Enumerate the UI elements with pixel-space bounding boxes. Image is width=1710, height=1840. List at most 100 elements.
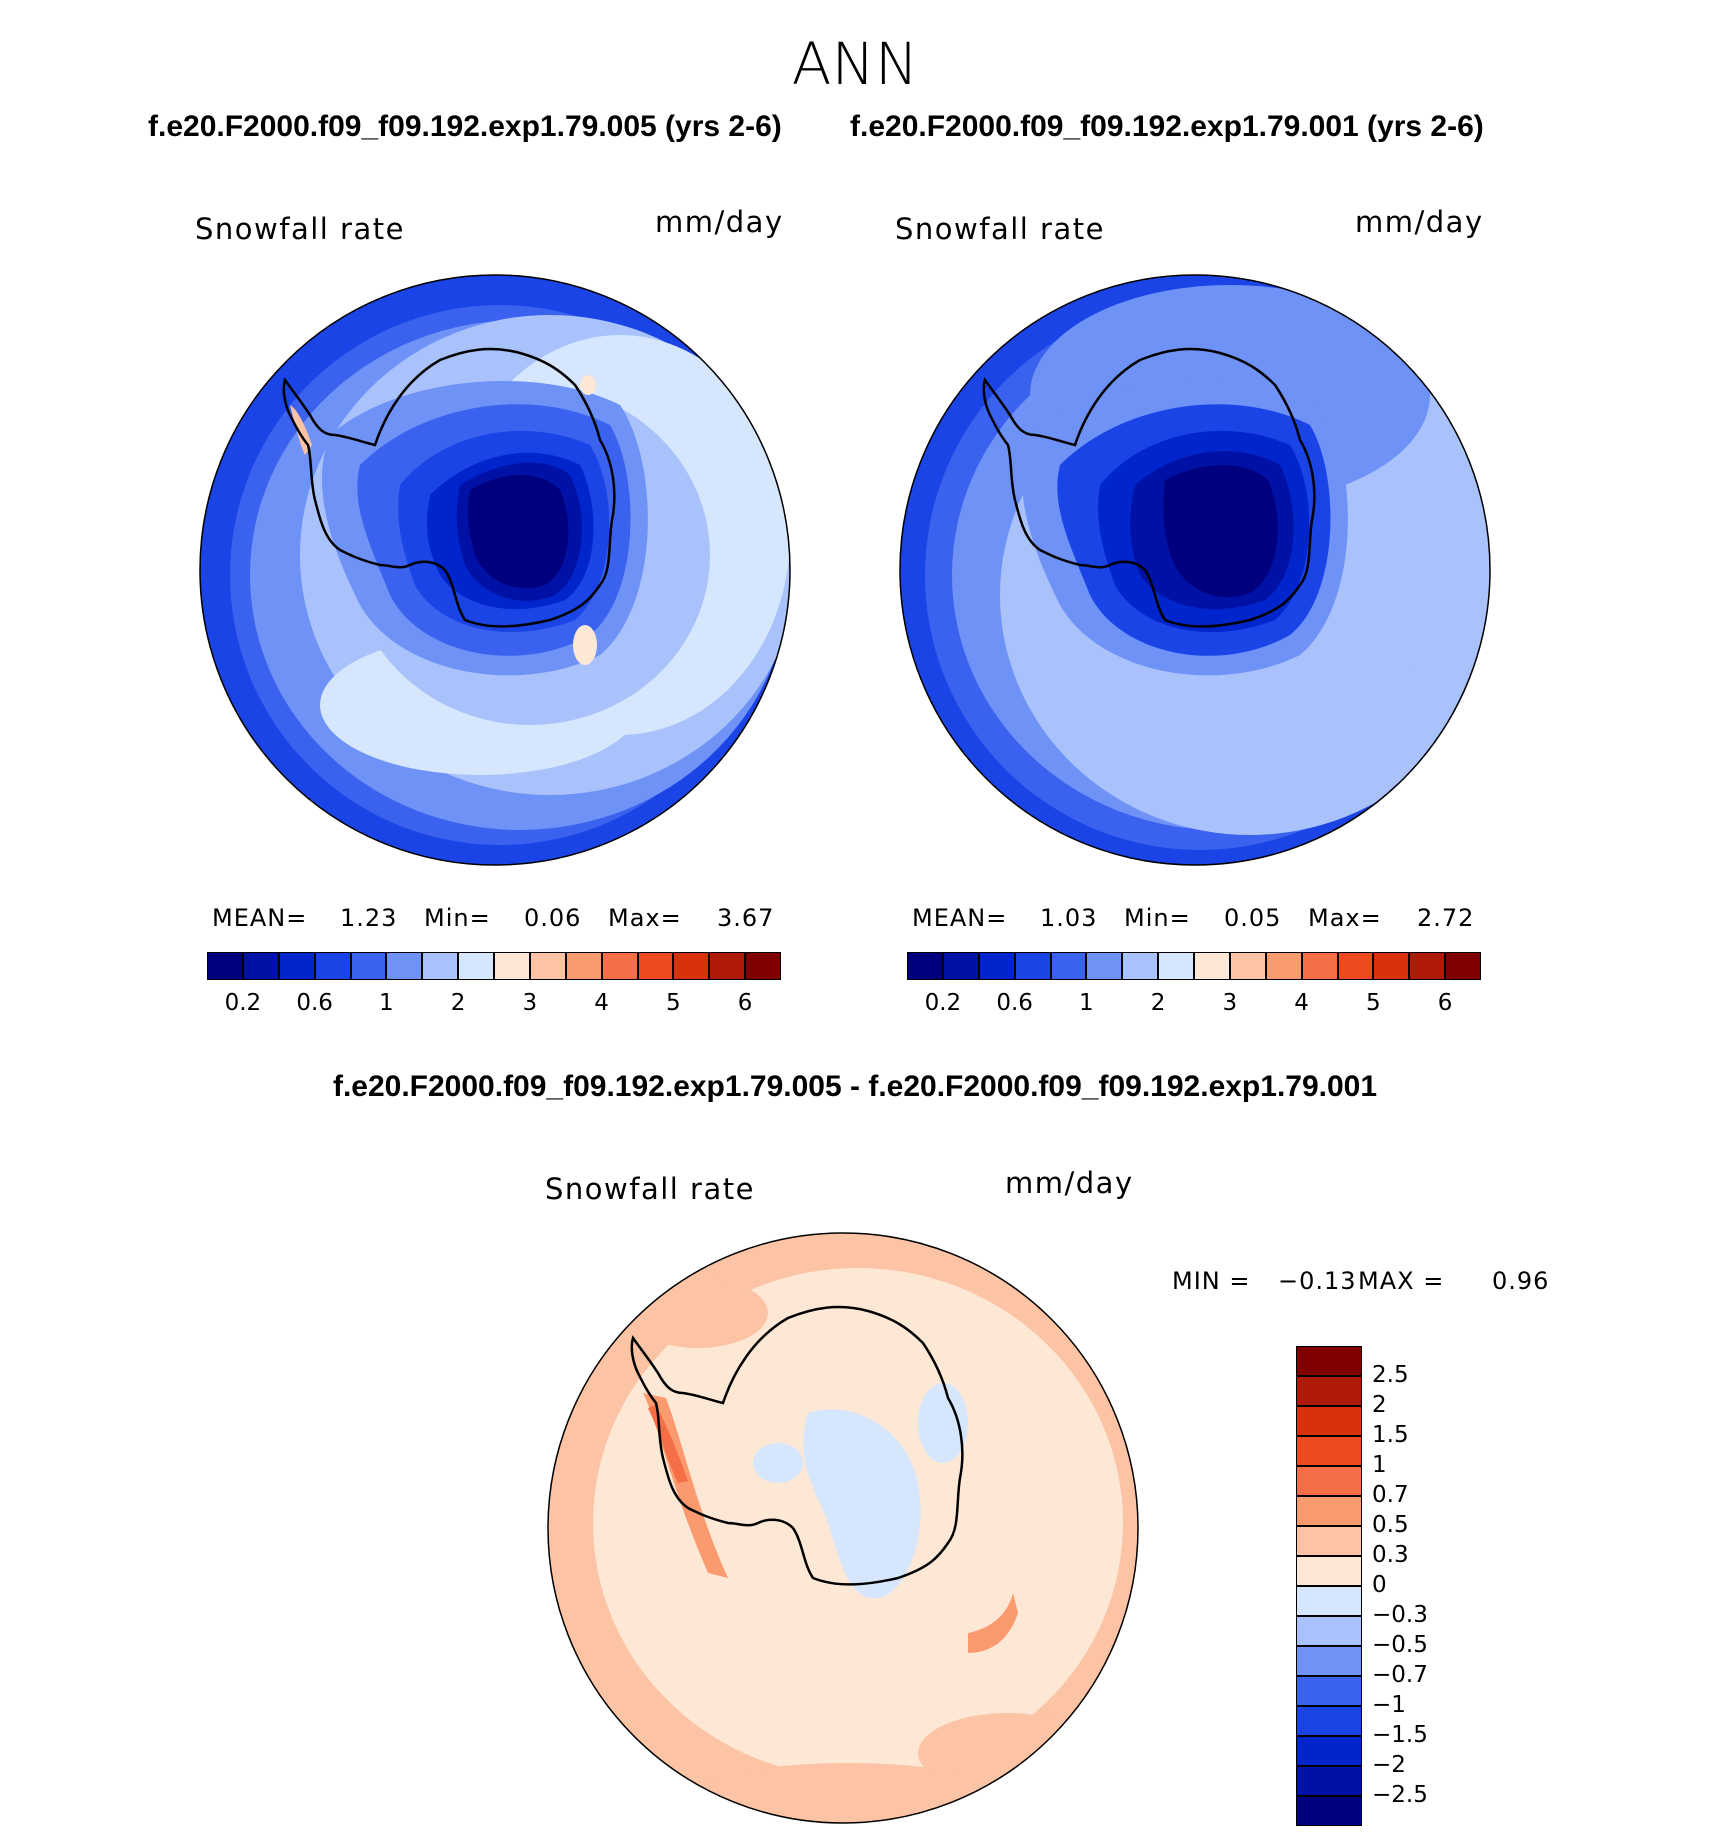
colorbar-tick-label: −0.7 bbox=[1372, 1662, 1428, 1688]
diff-coastline bbox=[630, 1305, 964, 1586]
colorbar-swatch bbox=[1301, 952, 1338, 980]
colorbar-swatch bbox=[1296, 1346, 1362, 1376]
colorbar-swatch bbox=[978, 952, 1015, 980]
difference-title: f.e20.F2000.f09_f09.192.exp1.79.005 - f.… bbox=[332, 1070, 1378, 1103]
right-mean-value: 1.03 bbox=[1040, 904, 1098, 932]
colorbar-tick-label: 3 bbox=[522, 990, 538, 1016]
colorbar-swatch bbox=[1296, 1526, 1362, 1556]
colorbar-swatch bbox=[242, 952, 279, 980]
left-min-label: Min= bbox=[424, 904, 491, 932]
right-min-label: Min= bbox=[1124, 904, 1191, 932]
colorbar-swatch bbox=[565, 952, 602, 980]
colorbar-swatch bbox=[386, 952, 423, 980]
colorbar-tick-label: 6 bbox=[737, 990, 753, 1016]
left-min-value: 0.06 bbox=[524, 904, 582, 932]
colorbar-swatch bbox=[1296, 1676, 1362, 1706]
colorbar-tick-label: 1 bbox=[1372, 1452, 1387, 1478]
colorbar-swatch bbox=[1296, 1586, 1362, 1616]
colorbar-swatch bbox=[1296, 1466, 1362, 1496]
colorbar-swatch bbox=[745, 952, 781, 980]
colorbar-tick-label: 0.2 bbox=[924, 990, 962, 1016]
left-snowfall-field bbox=[200, 275, 790, 865]
diff-units-label: mm/day bbox=[1005, 1166, 1134, 1200]
colorbar-tick-label: 4 bbox=[1294, 990, 1309, 1016]
colorbar-swatch bbox=[1296, 1406, 1362, 1436]
colorbar-swatch bbox=[1296, 1496, 1362, 1526]
left-map bbox=[199, 274, 791, 866]
colorbar-swatch bbox=[1337, 952, 1374, 980]
right-variable-label: Snowfall rate bbox=[895, 212, 1105, 246]
colorbar-swatch bbox=[1296, 1766, 1362, 1796]
left-colorbar bbox=[207, 952, 781, 980]
colorbar-swatch bbox=[278, 952, 315, 980]
colorbar-swatch bbox=[314, 952, 351, 980]
colorbar-tick-label: 0.3 bbox=[1372, 1542, 1409, 1568]
colorbar-tick-label: 0.7 bbox=[1372, 1482, 1409, 1508]
season-title: ANN bbox=[791, 30, 919, 98]
colorbar-tick-label: 1.5 bbox=[1372, 1422, 1409, 1448]
right-max-value: 2.72 bbox=[1417, 904, 1475, 932]
colorbar-tick-label: 2 bbox=[450, 990, 466, 1016]
left-max-label: Max= bbox=[608, 904, 682, 932]
colorbar-swatch bbox=[1296, 1646, 1362, 1676]
right-max-label: Max= bbox=[1308, 904, 1382, 932]
colorbar-tick-label: 0.6 bbox=[996, 990, 1033, 1016]
colorbar-tick-label: −1.5 bbox=[1372, 1722, 1428, 1748]
colorbar-swatch bbox=[709, 952, 746, 980]
colorbar-swatch bbox=[1265, 952, 1302, 980]
right-mean-label: MEAN= bbox=[912, 904, 1008, 932]
left-colorbar-ticks: 0.2 0.6 1 2 3 4 5 6 bbox=[207, 990, 781, 1020]
colorbar-swatch bbox=[1014, 952, 1051, 980]
diff-variable-label: Snowfall rate bbox=[545, 1172, 755, 1206]
colorbar-swatch bbox=[601, 952, 638, 980]
colorbar-tick-label: −1 bbox=[1372, 1692, 1406, 1718]
right-map bbox=[899, 274, 1491, 866]
diff-map bbox=[547, 1232, 1139, 1824]
colorbar-swatch bbox=[1296, 1796, 1362, 1826]
left-max-value: 3.67 bbox=[717, 904, 775, 932]
colorbar-tick-label: 5 bbox=[666, 990, 681, 1016]
colorbar-tick-label: 1 bbox=[379, 990, 394, 1016]
colorbar-swatch bbox=[207, 952, 243, 980]
right-colorbar bbox=[907, 952, 1481, 980]
colorbar-tick-label: 5 bbox=[1366, 990, 1381, 1016]
colorbar-swatch bbox=[1229, 952, 1266, 980]
colorbar-swatch bbox=[1373, 952, 1410, 980]
colorbar-swatch bbox=[1122, 952, 1159, 980]
colorbar-swatch bbox=[1409, 952, 1446, 980]
left-mean-value: 1.23 bbox=[340, 904, 398, 932]
colorbar-tick-label: 0.2 bbox=[224, 990, 262, 1016]
colorbar-tick-label: 6 bbox=[1437, 990, 1453, 1016]
colorbar-tick-label: −0.3 bbox=[1372, 1602, 1428, 1628]
left-units-label: mm/day bbox=[655, 205, 784, 239]
colorbar-swatch bbox=[1086, 952, 1123, 980]
colorbar-swatch bbox=[1296, 1436, 1362, 1466]
colorbar-tick-label: −0.5 bbox=[1372, 1632, 1428, 1658]
colorbar-tick-label: 0 bbox=[1372, 1572, 1387, 1598]
colorbar-swatch bbox=[458, 952, 494, 980]
right-units-label: mm/day bbox=[1355, 205, 1484, 239]
colorbar-tick-label: 2.5 bbox=[1372, 1362, 1409, 1388]
right-map-border bbox=[899, 274, 1491, 866]
diff-colorbar bbox=[1296, 1346, 1362, 1826]
colorbar-swatch bbox=[907, 952, 943, 980]
diff-min-value: −0.13 bbox=[1278, 1267, 1357, 1295]
colorbar-swatch bbox=[942, 952, 979, 980]
diff-min-label: MIN = bbox=[1172, 1267, 1251, 1295]
diff-max-value: 0.96 bbox=[1492, 1267, 1550, 1295]
diff-snowfall-field bbox=[548, 1233, 1138, 1823]
right-snowfall-field bbox=[900, 275, 1490, 865]
left-case-title: f.e20.F2000.f09_f09.192.exp1.79.005 (yrs… bbox=[148, 110, 782, 143]
colorbar-tick-label: 2 bbox=[1150, 990, 1166, 1016]
colorbar-tick-label: −2 bbox=[1372, 1752, 1406, 1778]
right-case-title: f.e20.F2000.f09_f09.192.exp1.79.001 (yrs… bbox=[850, 110, 1484, 143]
colorbar-tick-label: −2.5 bbox=[1372, 1782, 1428, 1808]
colorbar-swatch bbox=[1296, 1616, 1362, 1646]
colorbar-swatch bbox=[1296, 1736, 1362, 1766]
colorbar-swatch bbox=[1194, 952, 1230, 980]
left-mean-label: MEAN= bbox=[212, 904, 308, 932]
colorbar-swatch bbox=[1445, 952, 1481, 980]
diff-map-border bbox=[547, 1232, 1139, 1824]
left-map-border bbox=[199, 274, 791, 866]
left-coastline bbox=[282, 347, 616, 628]
